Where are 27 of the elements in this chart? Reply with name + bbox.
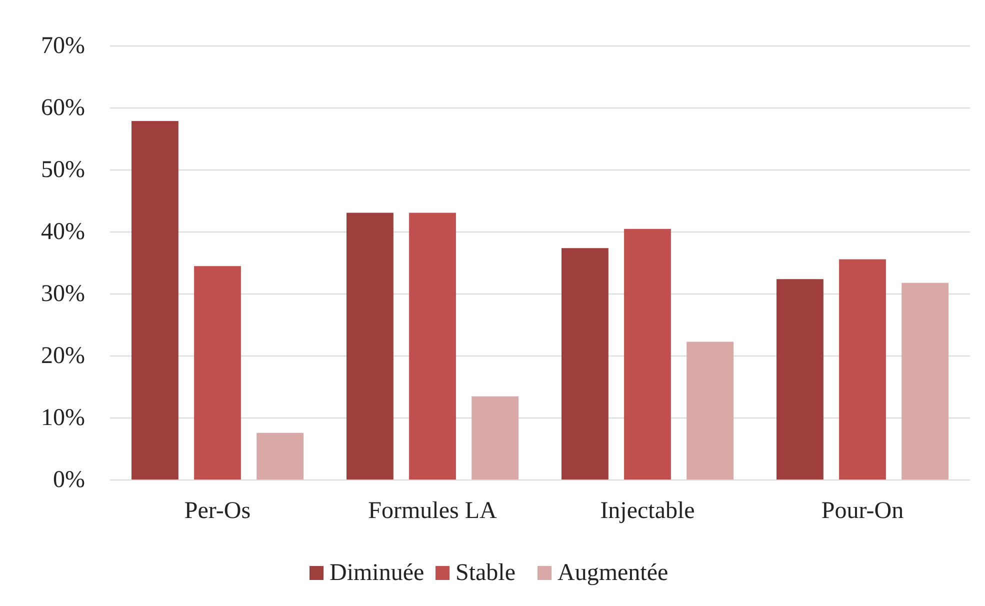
legend-label: Augmentée xyxy=(558,560,668,586)
x-tick-label: Per-Os xyxy=(184,498,251,524)
y-tick-label: 40% xyxy=(41,219,85,245)
bar xyxy=(902,282,948,480)
y-tick-label: 20% xyxy=(41,343,85,369)
y-tick-label: 30% xyxy=(41,281,85,307)
bar xyxy=(256,432,304,480)
y-tick-label: 60% xyxy=(41,95,85,121)
legend-label: Diminuée xyxy=(330,560,424,586)
bar xyxy=(686,342,734,480)
bar xyxy=(776,279,824,480)
bar xyxy=(194,266,241,480)
x-tick-label: Formules LA xyxy=(368,498,498,524)
bar xyxy=(346,212,394,480)
x-tick-label: Pour-On xyxy=(821,498,904,524)
y-tick-label: 10% xyxy=(41,405,85,431)
bar xyxy=(624,228,671,480)
bar xyxy=(472,396,518,480)
bar xyxy=(132,121,178,480)
y-tick-label: 0% xyxy=(53,467,85,493)
y-tick-label: 50% xyxy=(41,157,85,183)
legend-label: Stable xyxy=(456,560,516,586)
bar xyxy=(562,248,608,480)
x-tick-label: Injectable xyxy=(600,498,695,524)
y-tick-label: 70% xyxy=(41,33,85,59)
bar xyxy=(839,259,886,480)
bar xyxy=(409,212,456,480)
